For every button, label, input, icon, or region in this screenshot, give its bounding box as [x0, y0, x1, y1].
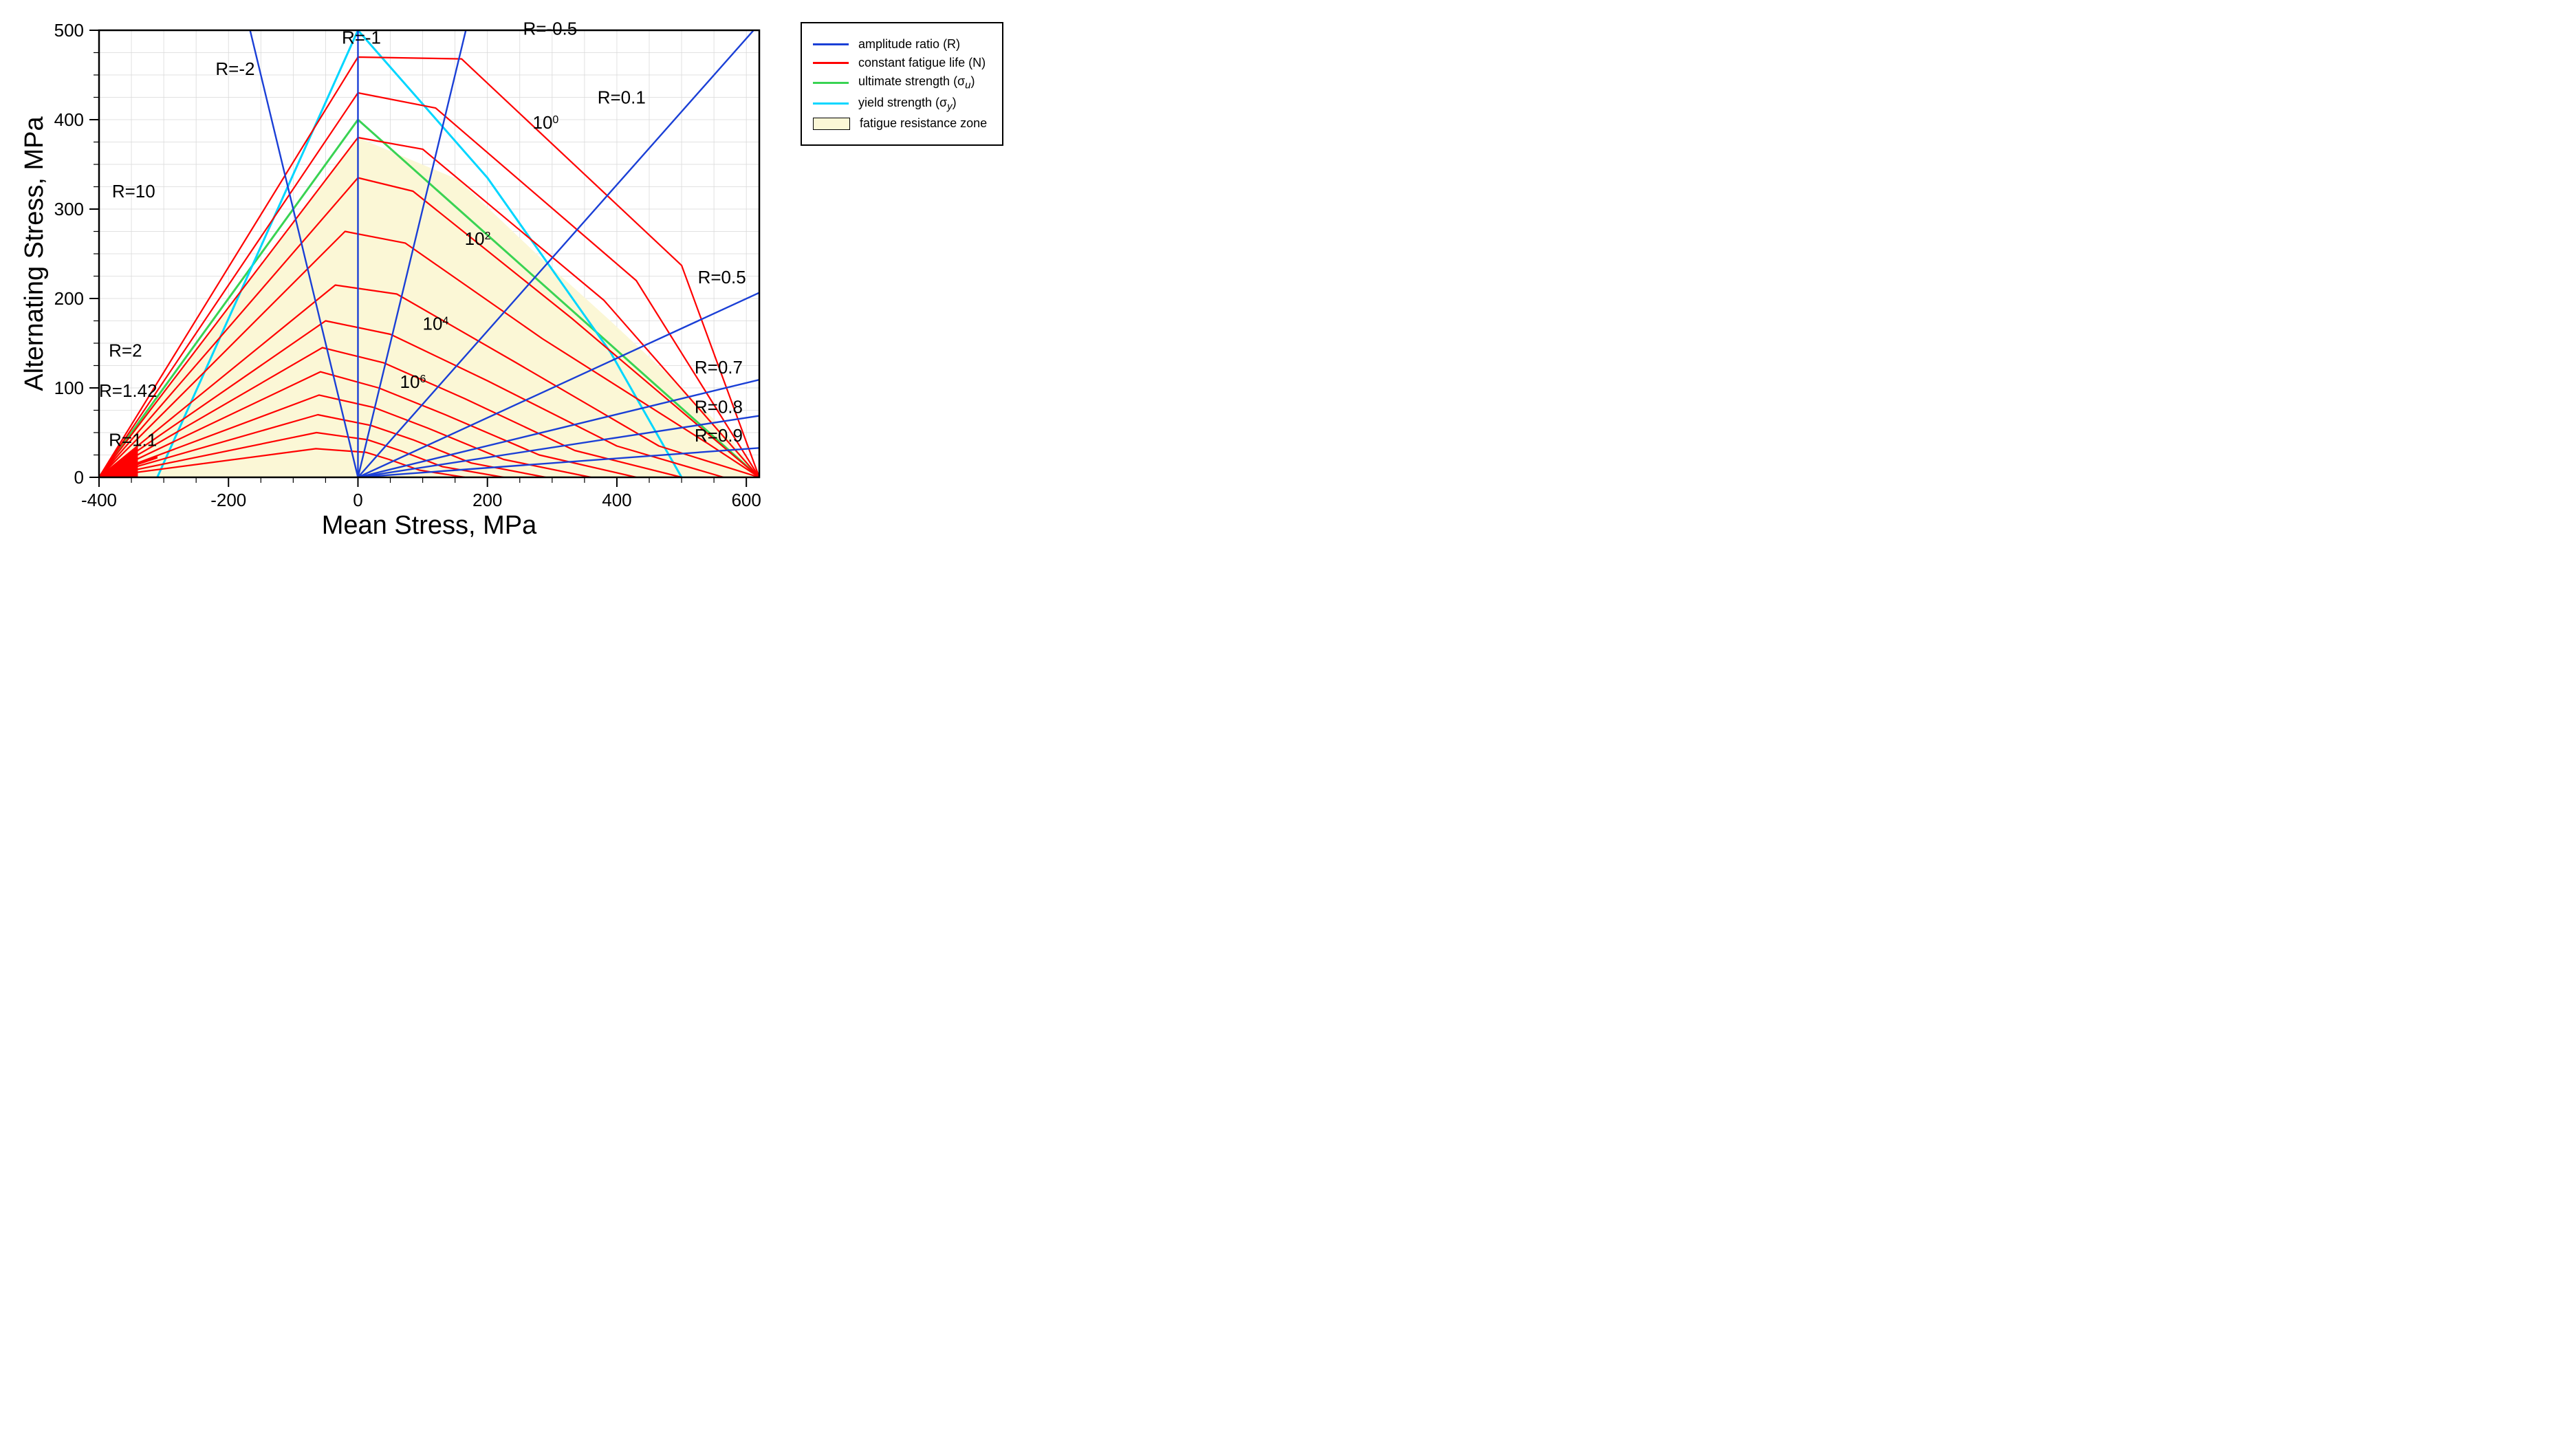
- svg-text:100: 100: [54, 378, 84, 398]
- svg-text:R=10: R=10: [112, 181, 155, 202]
- svg-text:300: 300: [54, 199, 84, 219]
- legend-item-R: amplitude ratio (R): [813, 37, 987, 52]
- svg-text:R=1.1: R=1.1: [109, 430, 157, 450]
- svg-text:400: 400: [602, 490, 631, 510]
- svg-text:600: 600: [731, 490, 761, 510]
- plot-svg: -400 -200 0 200 400 600 0 100 200 300 400 500 Mean S…: [17, 17, 773, 553]
- legend-label: yield strength (σy): [858, 96, 957, 113]
- legend: amplitude ratio (R) constant fatigue life…: [801, 22, 1003, 146]
- svg-text:R=0.1: R=0.1: [598, 87, 646, 108]
- svg-text:500: 500: [54, 20, 84, 41]
- svg-text:R=0.7: R=0.7: [695, 357, 743, 378]
- legend-label: ultimate strength (σu): [858, 74, 975, 91]
- svg-text:R=0.5: R=0.5: [698, 267, 746, 287]
- legend-label: amplitude ratio (R): [858, 37, 960, 52]
- legend-item-N: constant fatigue life (N): [813, 56, 987, 70]
- svg-text:0: 0: [353, 490, 362, 510]
- svg-text:200: 200: [472, 490, 502, 510]
- haigh-diagram: -400 -200 0 200 400 600 0 100 200 300 400 500 Mean S…: [17, 17, 773, 556]
- svg-text:R=2: R=2: [109, 340, 142, 361]
- legend-item-zone: fatigue resistance zone: [813, 116, 987, 131]
- svg-text:R=0.8: R=0.8: [695, 396, 743, 417]
- svg-text:R=-1: R=-1: [342, 28, 381, 48]
- svg-text:R=1.42: R=1.42: [99, 380, 157, 401]
- svg-text:Alternating Stress, MPa: Alternating Stress, MPa: [20, 116, 49, 391]
- svg-text:-400: -400: [81, 490, 117, 510]
- legend-item-sigma_y: yield strength (σy): [813, 96, 987, 113]
- legend-label: constant fatigue life (N): [858, 56, 986, 70]
- svg-text:-200: -200: [210, 490, 246, 510]
- legend-item-sigma_u: ultimate strength (σu): [813, 74, 987, 91]
- legend-label: fatigue resistance zone: [860, 116, 987, 131]
- svg-text:0: 0: [74, 467, 84, 488]
- svg-text:R=-0.5: R=-0.5: [523, 19, 577, 39]
- svg-text:400: 400: [54, 109, 84, 130]
- svg-text:200: 200: [54, 288, 84, 309]
- svg-text:Mean Stress, MPa: Mean Stress, MPa: [322, 511, 537, 540]
- svg-text:R=0.9: R=0.9: [695, 425, 743, 446]
- svg-text:R=-2: R=-2: [215, 58, 254, 79]
